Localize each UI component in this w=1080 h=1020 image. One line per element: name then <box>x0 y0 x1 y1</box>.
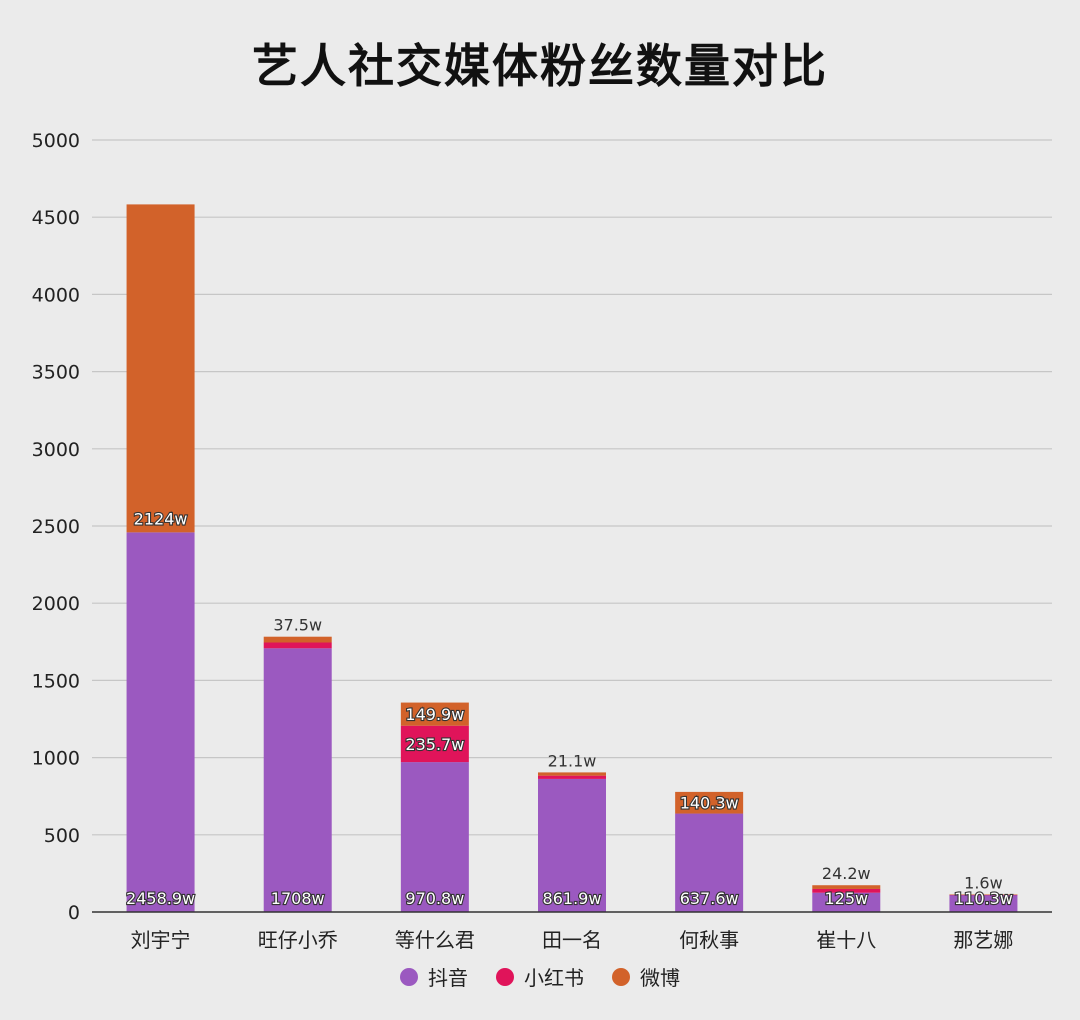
legend-label: 抖音 <box>428 966 468 990</box>
bar-segment <box>538 775 606 779</box>
legend-swatch <box>612 967 630 986</box>
data-label: 21.1w <box>548 751 597 770</box>
data-label: 149.9w <box>405 705 464 724</box>
data-label: 110.3w <box>954 889 1013 908</box>
bar-segment <box>949 894 1018 912</box>
data-label: 125w <box>824 889 868 908</box>
x-category-label: 崔十八 <box>816 928 876 952</box>
data-label: 2124w <box>134 509 188 528</box>
x-category-label: 刘宇宁 <box>131 928 191 952</box>
data-label: 140.3w <box>680 794 739 813</box>
y-tick-label: 2000 <box>32 593 80 615</box>
y-tick-label: 5000 <box>32 130 80 152</box>
y-tick-label: 1500 <box>32 670 80 692</box>
y-tick-label: 1000 <box>32 748 80 770</box>
y-tick-label: 4500 <box>32 207 80 229</box>
bar-segment <box>812 885 881 889</box>
legend-swatch <box>496 967 514 986</box>
data-label: 1.6w <box>964 873 1003 892</box>
y-tick-label: 3000 <box>32 439 80 461</box>
data-label: 37.5w <box>273 616 322 635</box>
data-label: 970.8w <box>405 889 464 908</box>
legend-item: 抖音 <box>400 962 468 991</box>
y-tick-label: 4000 <box>32 284 80 306</box>
data-label: 235.7w <box>405 735 464 754</box>
y-tick-label: 0 <box>68 902 80 924</box>
bar-segment <box>812 888 881 893</box>
bar-segment <box>263 642 332 649</box>
chart-title: 艺人社交媒体粉丝数量对比 <box>252 39 828 93</box>
x-category-label: 田一名 <box>542 928 602 952</box>
legend-label: 微博 <box>640 966 680 990</box>
bar-segment <box>812 892 881 912</box>
bar-segment <box>538 778 606 912</box>
bar-segment <box>263 636 332 643</box>
x-category-label: 等什么君 <box>395 928 475 952</box>
bar-segment <box>538 772 606 776</box>
legend-label: 小红书 <box>524 966 584 990</box>
y-tick-label: 2500 <box>32 516 80 538</box>
data-label: 1708w <box>271 889 325 908</box>
bar-segment <box>263 648 332 912</box>
bar-segment <box>400 725 469 763</box>
data-label: 2458.9w <box>126 889 195 908</box>
legend-swatch <box>400 967 418 986</box>
x-category-label: 何秋事 <box>679 928 739 952</box>
y-tick-label: 3500 <box>32 362 80 384</box>
bar-segment <box>126 532 195 912</box>
bar-segment <box>126 204 195 533</box>
x-category-label: 旺仔小乔 <box>258 928 338 952</box>
bar-segment <box>400 702 469 726</box>
bar-segment <box>675 791 744 814</box>
chart-legend: 抖音 小红书 微博 <box>0 962 1080 991</box>
data-label: 24.2w <box>822 864 871 883</box>
bar-segment <box>949 894 1018 895</box>
y-tick-label: 500 <box>44 825 80 847</box>
data-label: 861.9w <box>543 889 602 908</box>
x-category-label: 那艺娜 <box>953 928 1013 952</box>
data-label: 637.6w <box>680 889 739 908</box>
legend-item: 小红书 <box>496 962 584 991</box>
bar-segment <box>400 762 469 912</box>
bar-segment <box>675 813 744 912</box>
legend-item: 微博 <box>612 962 680 991</box>
